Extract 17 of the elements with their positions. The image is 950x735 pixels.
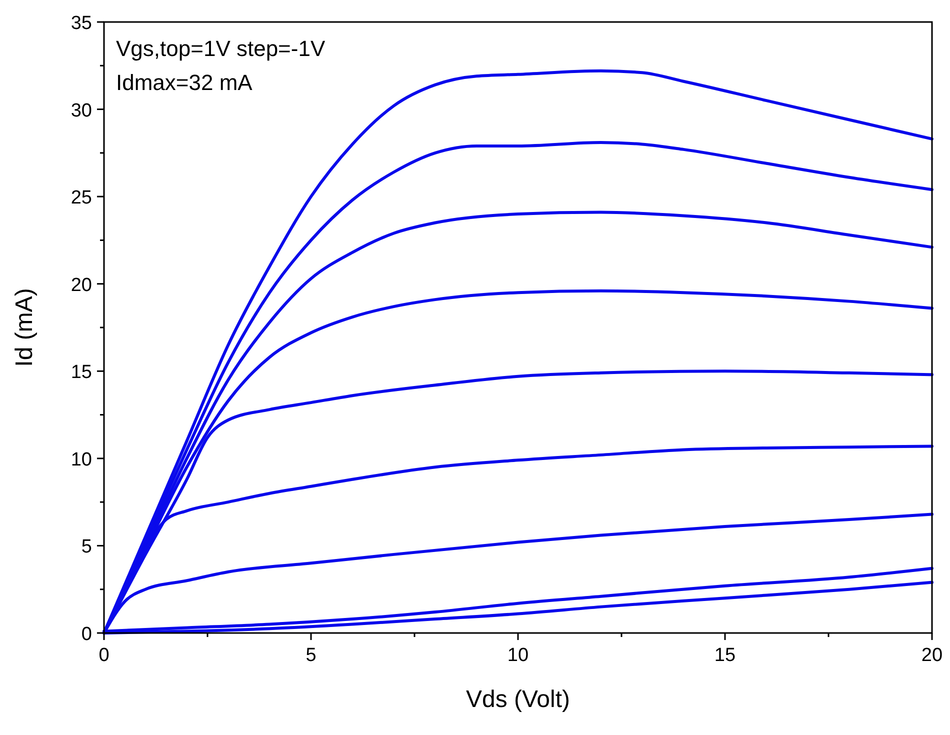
y-tick-label: 10: [70, 449, 92, 470]
y-tick-label: 20: [70, 274, 92, 296]
x-tick-label: 5: [306, 645, 316, 666]
x-tick-label: 10: [507, 645, 529, 666]
y-tick-label: 25: [70, 188, 92, 209]
y-tick-label: 15: [70, 362, 92, 384]
annotation: Vgs,top=1V step=-1V: [116, 36, 326, 61]
x-tick-label: 0: [98, 645, 110, 666]
x-axis-title: Vds (Volt): [466, 686, 570, 713]
y-tick-label: 35: [70, 13, 92, 34]
x-tick-label: 15: [714, 645, 736, 666]
y-axis-title: Id (mA): [11, 288, 38, 367]
annotation: Idmax=32 mA: [116, 70, 253, 95]
x-tick-label: 20: [921, 645, 943, 666]
y-tick-label: 5: [81, 536, 92, 558]
y-tick-label: 30: [70, 100, 92, 122]
y-tick-label: 0: [81, 624, 92, 645]
